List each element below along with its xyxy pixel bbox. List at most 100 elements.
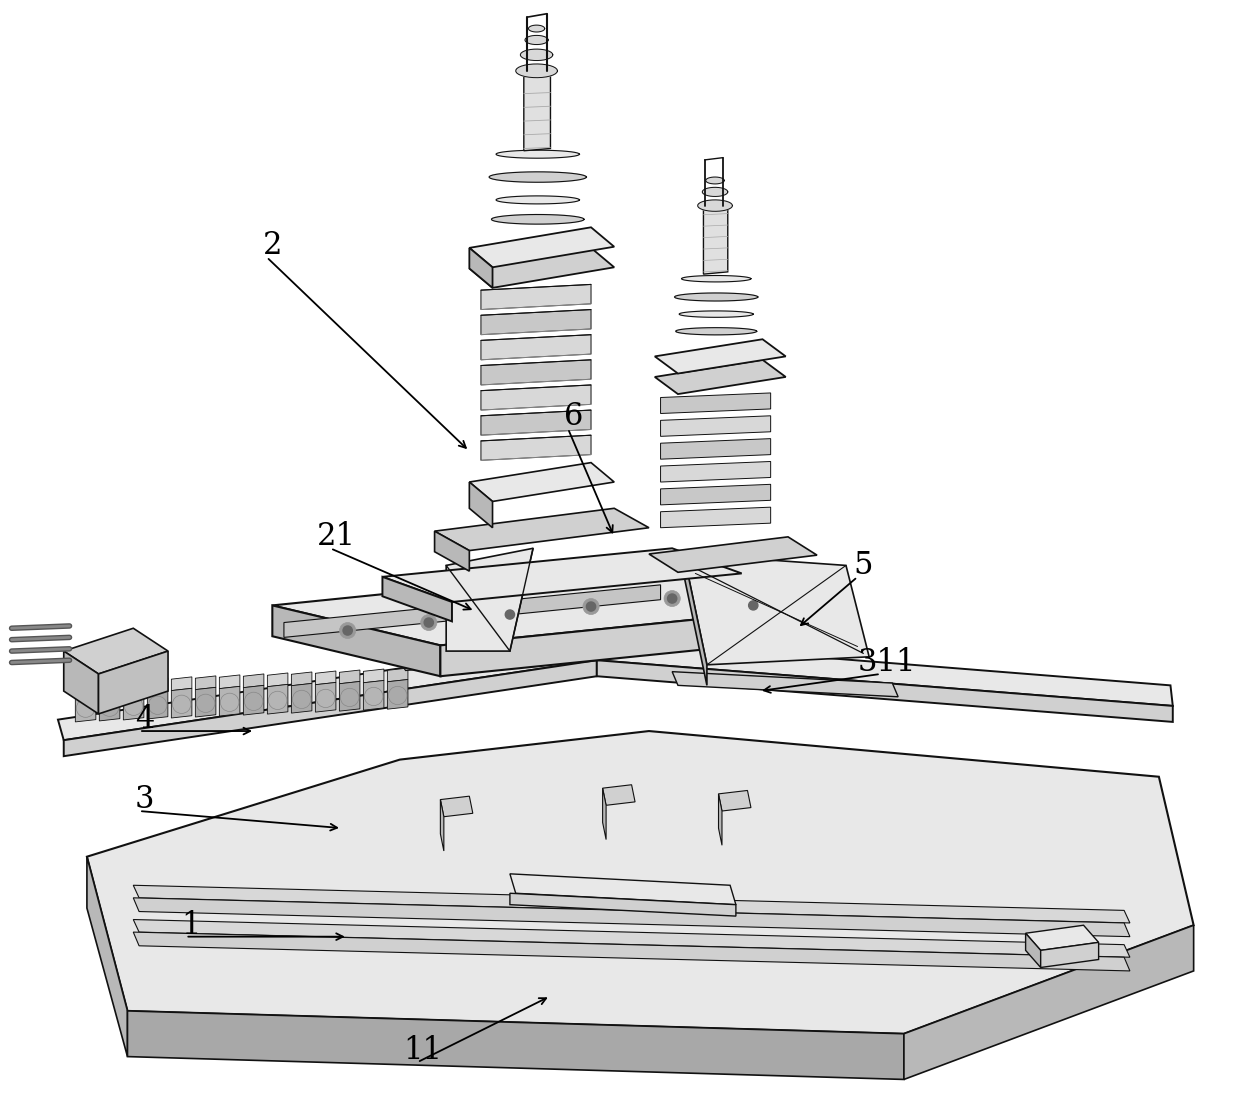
Polygon shape: [58, 639, 596, 740]
Circle shape: [343, 626, 352, 635]
Circle shape: [587, 602, 595, 612]
Polygon shape: [394, 628, 683, 670]
Polygon shape: [525, 35, 548, 44]
Circle shape: [665, 591, 681, 606]
Polygon shape: [133, 932, 1130, 971]
Polygon shape: [273, 605, 440, 676]
Polygon shape: [63, 628, 169, 674]
Polygon shape: [661, 393, 770, 413]
Polygon shape: [680, 311, 753, 317]
Polygon shape: [675, 293, 758, 301]
Polygon shape: [528, 25, 544, 32]
Polygon shape: [649, 537, 817, 572]
Polygon shape: [523, 74, 551, 151]
Polygon shape: [1025, 933, 1040, 967]
Polygon shape: [98, 652, 169, 714]
Text: 6: 6: [564, 401, 583, 432]
Polygon shape: [340, 670, 360, 684]
Polygon shape: [1040, 943, 1099, 967]
Polygon shape: [382, 548, 742, 602]
Text: 11: 11: [403, 1035, 443, 1066]
Polygon shape: [470, 248, 492, 288]
Circle shape: [583, 598, 599, 615]
Polygon shape: [698, 199, 733, 212]
Polygon shape: [133, 885, 1130, 923]
Polygon shape: [481, 360, 591, 384]
Polygon shape: [340, 681, 360, 711]
Polygon shape: [268, 673, 288, 687]
Polygon shape: [446, 548, 533, 652]
Text: 4: 4: [135, 704, 155, 735]
Polygon shape: [148, 689, 167, 719]
Polygon shape: [603, 788, 606, 840]
Polygon shape: [382, 577, 451, 622]
Polygon shape: [470, 463, 614, 502]
Polygon shape: [683, 554, 707, 686]
Text: 311: 311: [857, 647, 916, 678]
Polygon shape: [470, 227, 614, 267]
Polygon shape: [434, 509, 649, 551]
Polygon shape: [521, 49, 553, 61]
Polygon shape: [440, 605, 835, 676]
Polygon shape: [315, 671, 336, 685]
Circle shape: [424, 618, 434, 627]
Polygon shape: [123, 690, 144, 720]
Polygon shape: [243, 674, 264, 688]
Polygon shape: [470, 248, 614, 288]
Polygon shape: [661, 416, 770, 437]
Polygon shape: [596, 639, 1173, 706]
Polygon shape: [470, 482, 492, 527]
Polygon shape: [268, 685, 288, 714]
Polygon shape: [128, 1010, 904, 1079]
Circle shape: [505, 611, 515, 619]
Polygon shape: [655, 360, 786, 394]
Polygon shape: [387, 679, 408, 709]
Polygon shape: [63, 660, 596, 756]
Polygon shape: [481, 285, 591, 309]
Polygon shape: [683, 554, 869, 665]
Polygon shape: [219, 675, 239, 689]
Polygon shape: [434, 531, 470, 571]
Polygon shape: [291, 671, 312, 686]
Polygon shape: [99, 691, 120, 721]
Polygon shape: [481, 309, 591, 335]
Polygon shape: [315, 683, 336, 712]
Text: 21: 21: [316, 522, 356, 553]
Polygon shape: [148, 678, 167, 691]
Polygon shape: [676, 328, 756, 335]
Polygon shape: [481, 410, 591, 435]
Polygon shape: [1025, 925, 1099, 951]
Polygon shape: [63, 652, 98, 714]
Polygon shape: [596, 660, 1173, 722]
Circle shape: [745, 597, 761, 614]
Polygon shape: [76, 692, 95, 722]
Polygon shape: [603, 784, 635, 806]
Polygon shape: [273, 565, 835, 645]
Polygon shape: [363, 680, 384, 710]
Polygon shape: [196, 687, 216, 717]
Polygon shape: [661, 439, 770, 459]
Polygon shape: [516, 64, 558, 78]
Circle shape: [502, 606, 518, 623]
Polygon shape: [661, 507, 770, 527]
Polygon shape: [440, 797, 472, 817]
Polygon shape: [363, 669, 384, 683]
Polygon shape: [702, 187, 728, 196]
Polygon shape: [87, 731, 1194, 1034]
Polygon shape: [703, 208, 728, 274]
Polygon shape: [76, 680, 95, 695]
Polygon shape: [682, 276, 751, 281]
Circle shape: [749, 601, 758, 611]
Polygon shape: [672, 671, 898, 697]
Polygon shape: [133, 897, 1130, 936]
Polygon shape: [661, 484, 770, 505]
Polygon shape: [133, 920, 1130, 957]
Circle shape: [340, 623, 356, 638]
Text: 5: 5: [853, 550, 873, 581]
Polygon shape: [904, 925, 1194, 1079]
Polygon shape: [123, 679, 144, 692]
Text: 2: 2: [263, 230, 281, 261]
Polygon shape: [291, 684, 312, 714]
Polygon shape: [481, 335, 591, 360]
Polygon shape: [490, 172, 587, 182]
